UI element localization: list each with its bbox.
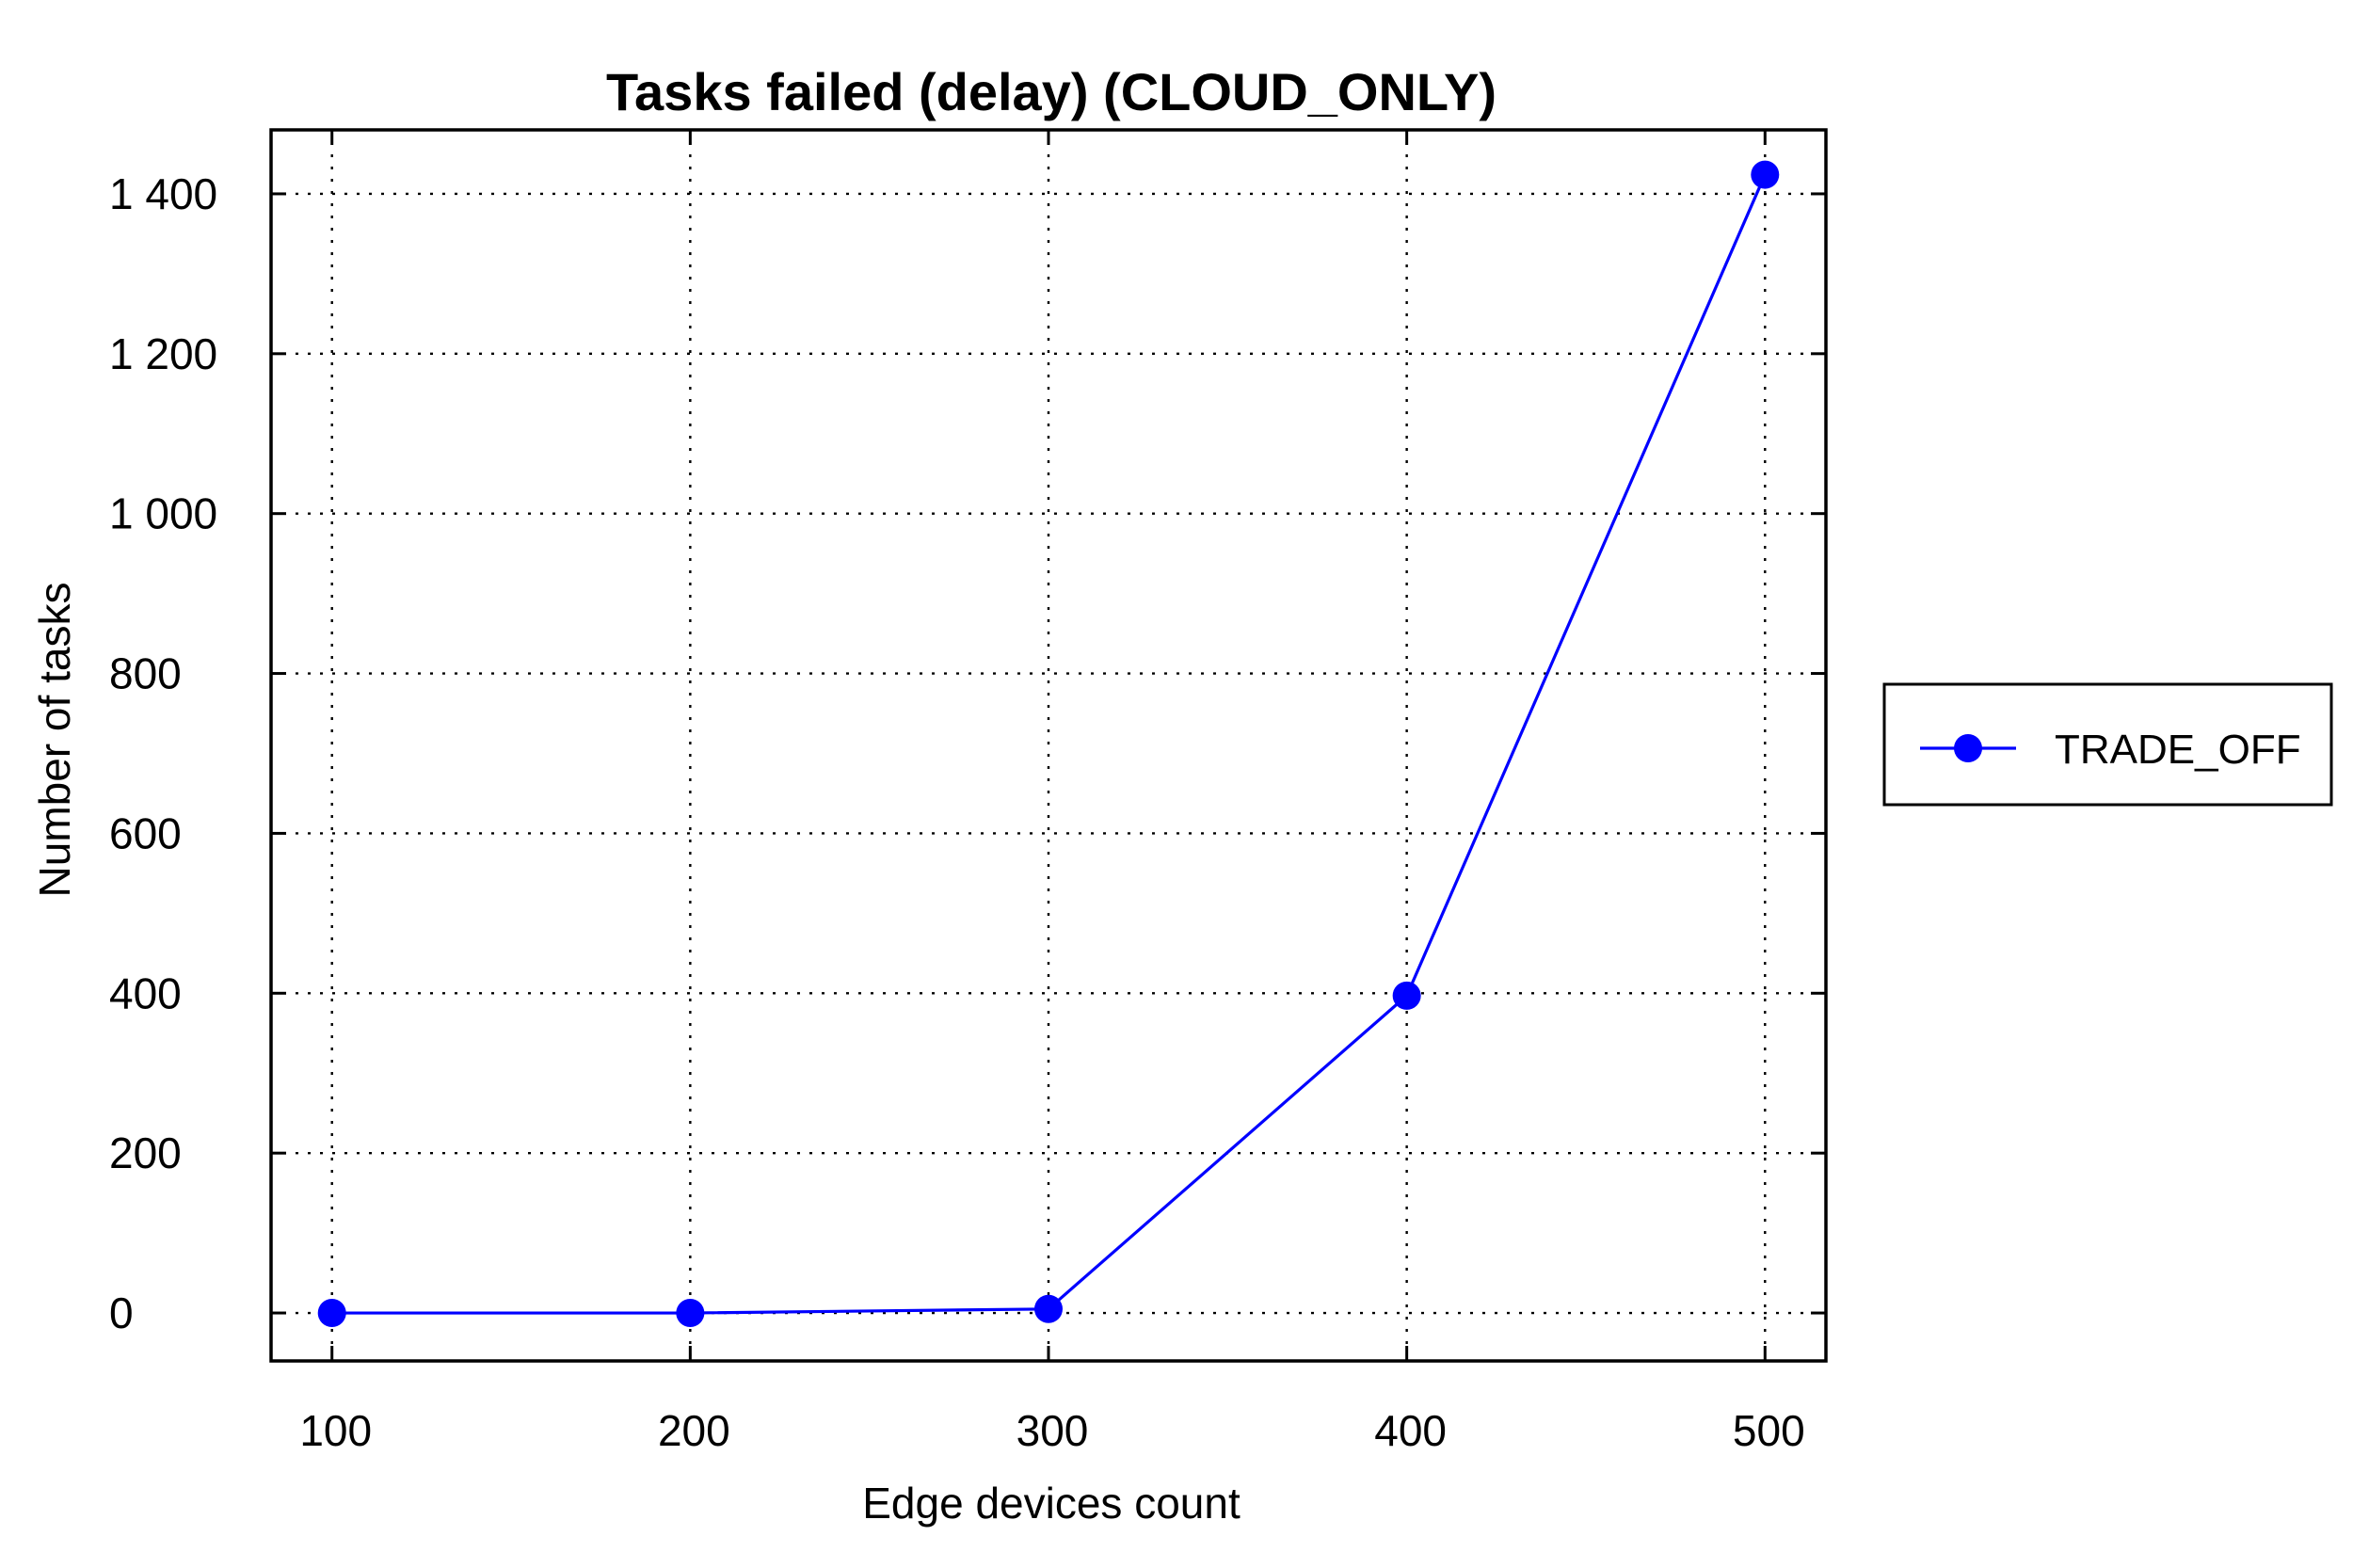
- y-axis-label: Number of tasks: [30, 583, 79, 898]
- x-axis-label: Edge devices count: [862, 1479, 1241, 1528]
- chart-title: Tasks failed (delay) (CLOUD_ONLY): [606, 62, 1497, 121]
- y-tick-label: 800: [109, 649, 182, 698]
- x-tick-label: 400: [1374, 1406, 1447, 1455]
- y-tick-label: 0: [109, 1288, 134, 1337]
- x-tick-label: 200: [658, 1406, 730, 1455]
- y-tick-label: 400: [109, 968, 182, 1017]
- x-tick-label: 300: [1016, 1406, 1089, 1455]
- axis-ticks: 100 200 300 400 500 0 200 400 600 800 1 000 1 200 1 …: [109, 130, 1826, 1455]
- data-point: [317, 1299, 346, 1328]
- data-point: [676, 1299, 705, 1328]
- y-tick-label: 1 000: [109, 489, 217, 538]
- legend-series-label: TRADE_OFF: [2055, 727, 2301, 773]
- data-point: [1392, 981, 1421, 1010]
- legend-series-marker: [1954, 734, 1982, 762]
- y-tick-label: 1 200: [109, 329, 217, 378]
- y-tick-label: 1 400: [109, 169, 217, 218]
- x-tick-label: 100: [299, 1406, 372, 1455]
- series-layer: [317, 160, 1780, 1328]
- grid: [271, 130, 1826, 1361]
- data-point: [1751, 160, 1780, 189]
- y-tick-label: 200: [109, 1128, 182, 1177]
- data-point: [1034, 1294, 1063, 1323]
- x-tick-label: 500: [1733, 1406, 1805, 1455]
- y-tick-label: 600: [109, 808, 182, 857]
- legend: TRADE_OFF: [1882, 682, 2333, 807]
